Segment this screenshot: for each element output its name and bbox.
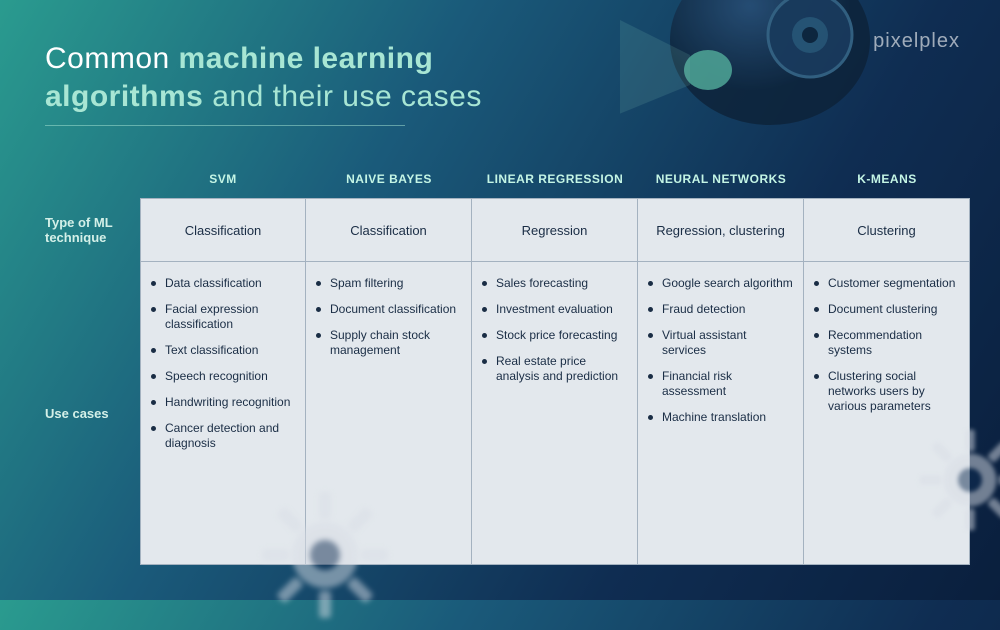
- brand-logo: pixelplex: [873, 30, 960, 53]
- title-underline: [45, 125, 405, 126]
- use-case-item: Machine translation: [648, 410, 793, 425]
- cell-technique-type: Regression, clustering: [638, 198, 804, 262]
- cell-technique-type: Clustering: [804, 198, 970, 262]
- cell-technique-type: Classification: [306, 198, 472, 262]
- use-case-item: Financial risk assessment: [648, 369, 793, 399]
- table-column: NEURAL NETWORKSRegression, clusteringGoo…: [638, 160, 804, 565]
- title-bold1: machine learning: [179, 42, 434, 75]
- use-case-item: Spam filtering: [316, 276, 461, 291]
- use-case-item: Fraud detection: [648, 302, 793, 317]
- title-part1: Common: [45, 42, 179, 75]
- table-column: NAIVE BAYESClassification Spam filtering D…: [306, 160, 472, 565]
- use-case-item: Speech recognition: [151, 369, 295, 384]
- use-case-item: Data classification: [151, 276, 295, 291]
- use-case-item: Stock price forecasting: [482, 328, 627, 343]
- cell-use-cases: Google search algorithm Fraud detection Vi…: [638, 262, 804, 565]
- page-title: Common machine learning algorithms and t…: [45, 40, 565, 115]
- use-case-item: Google search algorithm: [648, 276, 793, 291]
- use-case-item: Text classification: [151, 343, 295, 358]
- cell-technique-type: Regression: [472, 198, 638, 262]
- use-case-item: Sales forecasting: [482, 276, 627, 291]
- row-label-type: Type of ML technique: [45, 198, 140, 262]
- use-case-item: Facial expression classification: [151, 302, 295, 332]
- cell-use-cases: Customer segmentation Document clustering…: [804, 262, 970, 565]
- title-part2: and their use cases: [203, 80, 482, 113]
- use-case-item: Handwriting recognition: [151, 395, 295, 410]
- use-case-item: Investment evaluation: [482, 302, 627, 317]
- use-case-item: Supply chain stock management: [316, 328, 461, 358]
- use-case-item: Virtual assistant services: [648, 328, 793, 358]
- title-bold2: algorithms: [45, 80, 203, 113]
- cell-use-cases: Data classification Facial expression cla…: [140, 262, 306, 565]
- table-column: K-MEANSClustering Customer segmentation Do…: [804, 160, 970, 565]
- table-column: SVMClassification Data classification Faci…: [140, 160, 306, 565]
- robot-decoration: [620, 0, 880, 160]
- row-labels-column: Type of ML technique Use cases: [45, 160, 140, 565]
- column-header: NEURAL NETWORKS: [638, 160, 804, 198]
- use-case-item: Real estate price analysis and predictio…: [482, 354, 627, 384]
- use-case-item: Document classification: [316, 302, 461, 317]
- cell-use-cases: Sales forecasting Investment evaluation St…: [472, 262, 638, 565]
- use-case-item: Cancer detection and diagnosis: [151, 421, 295, 451]
- table-column: LINEAR REGRESSIONRegressionSales forecas…: [472, 160, 638, 565]
- column-header: K-MEANS: [804, 160, 970, 198]
- use-case-item: Clustering social networks users by vari…: [814, 369, 959, 414]
- column-header: SVM: [140, 160, 306, 198]
- title-block: Common machine learning algorithms and t…: [45, 40, 565, 126]
- use-case-item: Customer segmentation: [814, 276, 959, 291]
- row-label-uses: Use cases: [45, 262, 140, 565]
- cell-use-cases: Spam filtering Document classification Sup…: [306, 262, 472, 565]
- comparison-table: Type of ML technique Use cases SVMClassi…: [45, 160, 970, 565]
- column-header: LINEAR REGRESSION: [472, 160, 638, 198]
- use-case-item: Document clustering: [814, 302, 959, 317]
- cell-technique-type: Classification: [140, 198, 306, 262]
- column-header: NAIVE BAYES: [306, 160, 472, 198]
- use-case-item: Recommendation systems: [814, 328, 959, 358]
- table-columns: SVMClassification Data classification Faci…: [140, 160, 970, 565]
